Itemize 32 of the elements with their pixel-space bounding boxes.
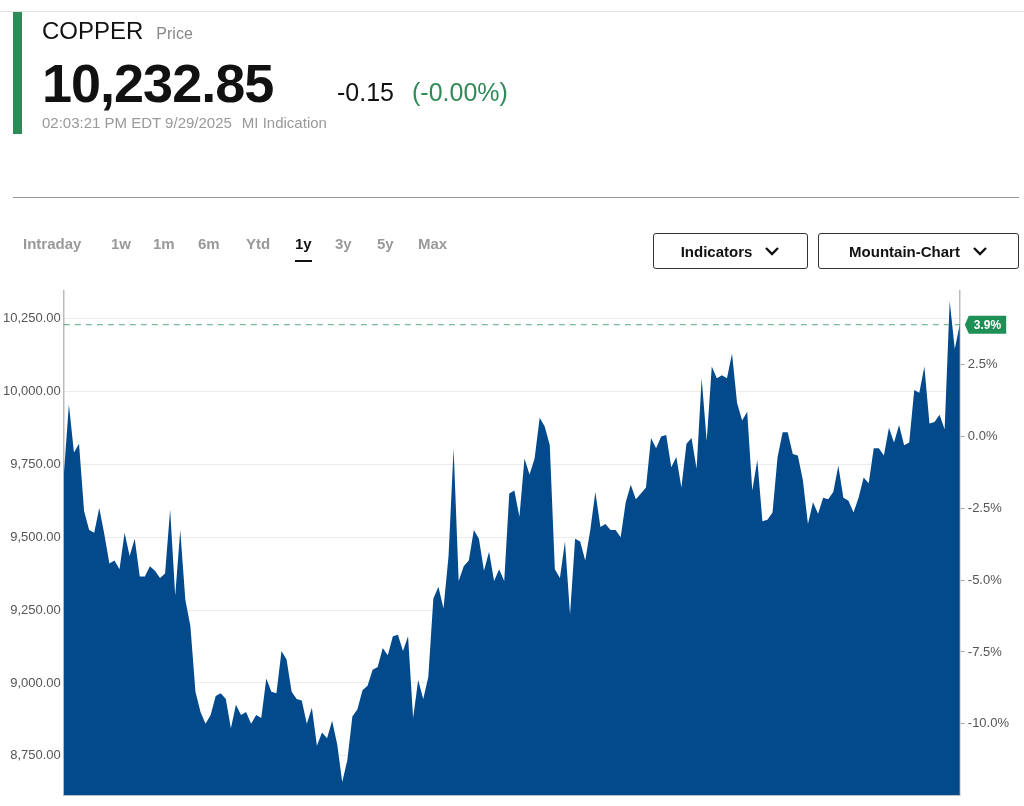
text: MI Indication: [241, 114, 327, 131]
ref-line-label: 3.9%: [973, 317, 1002, 332]
y2-tick-label: -2.5%: [967, 499, 1003, 515]
text: 1m: [153, 235, 175, 254]
text: 1y: [295, 235, 312, 262]
text: Max: [418, 235, 448, 254]
chart-title: COPPER: [42, 17, 144, 44]
y2-tick-label: -10.0%: [967, 715, 1010, 731]
text: 02:03:21 PM EDT 9/29/2025: [42, 114, 232, 131]
y-tick-label: 9,500.00: [10, 528, 61, 544]
y2-tick-label: 0.0%: [967, 428, 998, 444]
text: 10,232.85: [42, 52, 274, 114]
y-tick-label: 10,000.00: [2, 382, 61, 398]
text: Intraday: [23, 235, 82, 254]
chart-subtitle: Price: [156, 25, 193, 42]
text: 1w: [111, 235, 132, 254]
text: (-0.00%): [412, 78, 508, 107]
y-tick-label: 8,750.00: [10, 747, 61, 763]
text: -0.15: [337, 78, 394, 107]
y-tick-label: 9,000.00: [10, 674, 61, 690]
y-tick-label: 9,750.00: [10, 455, 61, 471]
y2-tick-label: 2.5%: [967, 356, 998, 372]
text: Ytd: [246, 235, 271, 254]
text: 3y: [335, 235, 352, 254]
y-tick-label: 10,250.00: [2, 310, 61, 326]
text: Indicators: [680, 242, 753, 260]
y-tick-label: 9,250.00: [10, 601, 61, 617]
y2-tick-label: -5.0%: [967, 571, 1003, 587]
text: 5y: [377, 235, 394, 254]
text: Mountain-Chart: [849, 242, 960, 260]
text: 6m: [198, 235, 220, 254]
y2-tick-label: -7.5%: [967, 643, 1003, 659]
